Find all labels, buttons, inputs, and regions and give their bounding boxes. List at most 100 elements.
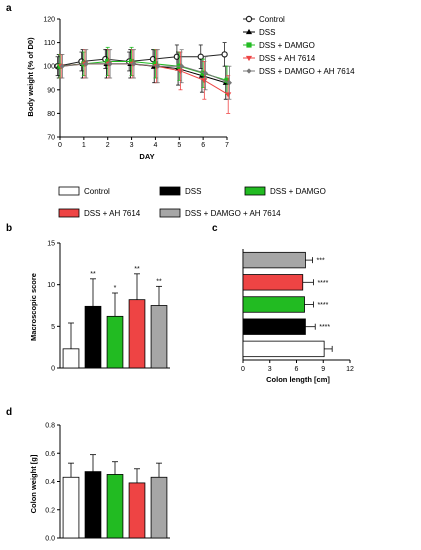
panel-a-point <box>152 61 159 67</box>
panel-a-line-chart: DAY Body weight (% of D0) Control DSS DSS … <box>26 15 355 161</box>
panel-a-point <box>202 70 209 76</box>
panel-a-legend-marker <box>245 15 253 23</box>
panel-c-xlabel: Colon length [cm] <box>266 375 330 384</box>
panel-a-xtick-label: 5 <box>177 142 181 149</box>
panel-d-bar <box>150 476 168 539</box>
panel-label-c: c <box>212 223 218 234</box>
panel-d-bar <box>106 474 124 539</box>
panel-a-xtick-label: 6 <box>201 142 205 149</box>
panel-b-significance: ** <box>156 278 162 285</box>
panel-c-significance: **** <box>317 280 328 287</box>
panel-a-point <box>197 53 204 60</box>
panel-a-ylabel: Body weight (% of D0) <box>26 37 35 117</box>
panel-b-ylabel: Macroscopic score <box>29 273 38 341</box>
panel-a-xlabel: DAY <box>139 152 154 161</box>
panel-b-bar <box>84 305 102 369</box>
panel-b-significance: * <box>114 285 117 292</box>
panel-a-xtick-label: 0 <box>58 142 62 149</box>
panel-c-significance: **** <box>317 302 328 309</box>
panel-a-legend-label: DSS + DAMGO <box>259 41 315 50</box>
panel-b-ytick-label: 10 <box>47 282 55 289</box>
panel-d-ytick-label: 0.0 <box>45 536 55 543</box>
panel-a-xtick-label: 2 <box>106 142 110 149</box>
panel-b-significance: ** <box>90 271 96 278</box>
panel-a-point <box>107 61 113 67</box>
legend-label: DSS <box>185 187 201 196</box>
panel-c-bar-chart: Colon length [cm] 0 3 6 9 12*************** <box>241 249 354 384</box>
legend-swatch <box>58 186 80 196</box>
panel-d-ytick-label: 0.6 <box>45 451 55 458</box>
panel-c-xtick-label: 0 <box>241 366 245 373</box>
panel-label-a: a <box>6 3 12 14</box>
panel-a-series-line <box>62 63 230 84</box>
panel-a-xtick-label: 1 <box>82 142 86 149</box>
panel-b-ytick-label: 15 <box>47 241 55 248</box>
panel-a-point <box>128 58 135 65</box>
legend-swatch <box>159 208 181 218</box>
panel-d-bar-chart: Colon weight [g] 0.0 0.2 0.4 0.6 0.8 <box>29 423 170 543</box>
legend-swatch <box>159 186 181 196</box>
legend-label: DSS + AH 7614 <box>84 209 141 218</box>
panel-a-point <box>155 63 161 69</box>
panel-a-point <box>149 55 157 63</box>
panel-d-ytick-label: 0.2 <box>45 507 55 514</box>
panel-b-bar <box>128 299 146 369</box>
panel-c-xtick-label: 3 <box>268 366 272 373</box>
panel-c-xtick-label: 6 <box>295 366 299 373</box>
panel-a-ytick-label: 80 <box>47 111 55 118</box>
panel-a-xtick-label: 7 <box>225 142 229 149</box>
panel-d-ytick-label: 0.4 <box>45 479 55 486</box>
panel-a-legend-marker <box>246 68 252 74</box>
panel-c-bar <box>242 318 306 335</box>
panel-c-bar <box>242 251 306 269</box>
panel-c-bar <box>242 274 304 291</box>
panel-b-ytick-label: 5 <box>51 324 55 331</box>
panel-a-xtick-label: 3 <box>130 142 134 149</box>
panel-a-legend: Control DSS DSS + DAMGO DSS + AH 7614 DSS + … <box>243 15 355 76</box>
legend-label: Control <box>84 187 110 196</box>
legend-label: DSS + DAMGO <box>270 187 326 196</box>
panel-a-point <box>224 77 230 83</box>
panel-label-b: b <box>6 223 12 234</box>
panel-a-point <box>221 51 228 58</box>
legend-label: DSS + DAMGO + AH 7614 <box>185 209 281 218</box>
panel-a-ytick-label: 70 <box>47 135 55 142</box>
group-legend: Control DSS DSS + DAMGO DSS + AH 7614 DSS + … <box>58 186 326 218</box>
panel-a-legend-label: DSS <box>259 28 275 37</box>
panel-b-bar <box>62 348 80 369</box>
panel-c-significance: *** <box>317 258 325 265</box>
panel-a-point <box>83 61 89 67</box>
panel-a-legend-marker <box>245 55 253 62</box>
panel-a-point <box>131 61 137 67</box>
panel-a-legend-label: DSS + AH 7614 <box>259 54 316 63</box>
panel-d-bar <box>62 476 80 539</box>
panel-a-ytick-label: 120 <box>43 17 55 24</box>
legend-swatch <box>244 186 266 196</box>
panel-a-legend-marker <box>246 42 252 48</box>
panel-d-ytick-label: 0.8 <box>45 423 55 430</box>
panel-b-bar <box>106 315 124 369</box>
panel-c-bar <box>242 340 325 358</box>
panel-a-legend-marker <box>245 28 253 35</box>
panel-d-ylabel: Colon weight [g] <box>29 454 38 513</box>
panel-c-bar <box>242 296 305 313</box>
panel-a-point <box>59 63 65 69</box>
panel-a-ytick-label: 100 <box>43 64 55 71</box>
panel-c-significance: **** <box>319 324 330 331</box>
panel-a-point <box>226 80 232 86</box>
panel-b-ytick-label: 0 <box>51 366 55 373</box>
panel-a-point <box>173 53 181 60</box>
panel-label-d: d <box>6 407 12 418</box>
panel-a-ytick-label: 90 <box>47 87 55 94</box>
panel-a-point <box>105 58 111 65</box>
legend-swatch <box>58 208 80 218</box>
panel-b-significance: ** <box>134 266 140 273</box>
panel-a-xtick-label: 4 <box>153 142 157 149</box>
panel-a-ytick-label: 110 <box>44 40 55 47</box>
panel-a-legend-label: DSS + DAMGO + AH 7614 <box>259 67 355 76</box>
panel-d-bar <box>84 471 102 539</box>
panel-c-xtick-label: 12 <box>346 366 354 373</box>
panel-a-point <box>179 63 185 69</box>
